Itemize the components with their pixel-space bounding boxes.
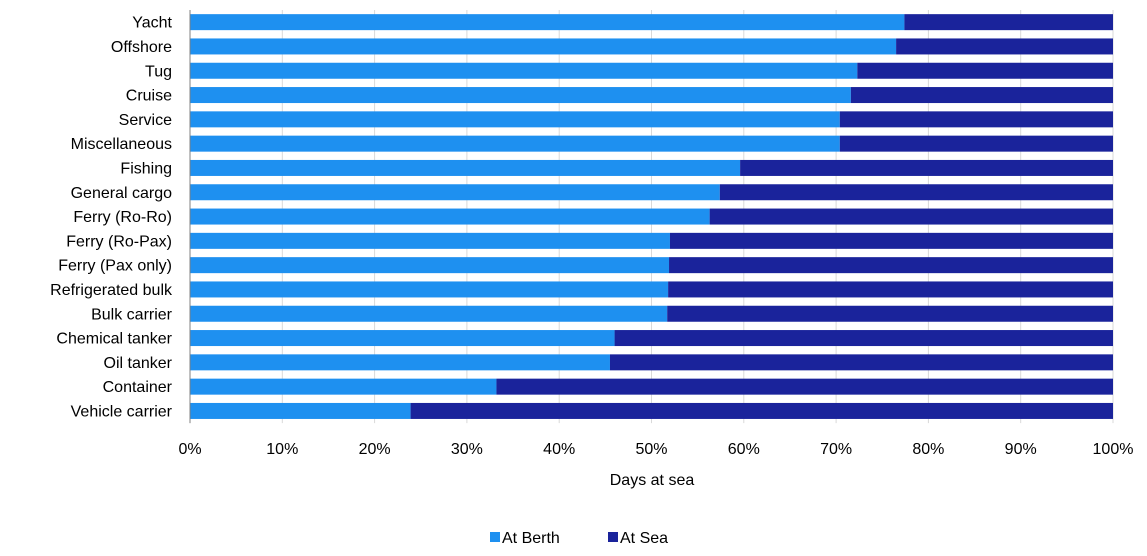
bar-at-berth (190, 208, 710, 225)
bar-at-berth (190, 305, 668, 322)
bar-at-sea (669, 257, 1113, 274)
x-axis-title: Days at sea (610, 472, 695, 489)
x-tick-label: 10% (266, 441, 298, 458)
bar-at-berth (190, 184, 720, 201)
x-tick-label: 20% (359, 441, 391, 458)
bar-at-sea (719, 184, 1113, 201)
bar-at-sea (609, 354, 1113, 371)
bar-at-berth (190, 62, 858, 79)
bar-at-sea (614, 330, 1113, 347)
legend: At Berth At Sea (490, 530, 668, 547)
category-label: Vehicle carrier (71, 403, 173, 420)
bar-at-sea (410, 402, 1113, 419)
bar-at-berth (190, 330, 615, 347)
bar-at-sea (839, 111, 1113, 128)
category-label: Ferry (Pax only) (58, 258, 172, 275)
x-tick-label: 80% (912, 441, 944, 458)
category-label: Ferry (Ro-Ro) (73, 209, 172, 226)
bar-at-sea (896, 38, 1113, 55)
bar-at-berth (190, 378, 497, 395)
bar-at-berth (190, 111, 840, 128)
bar-at-sea (709, 208, 1113, 225)
category-labels: Yacht Offshore Tug Cruise Service Miscellaneo… (50, 15, 173, 421)
category-label: Chemical tanker (56, 331, 172, 348)
x-tick-label: 70% (820, 441, 852, 458)
bar-at-berth (190, 257, 670, 274)
bar-at-sea (857, 62, 1113, 79)
bar-at-berth (190, 38, 897, 55)
legend-swatch (490, 532, 500, 542)
bar-at-sea (740, 159, 1113, 176)
bar-at-berth (190, 14, 905, 31)
legend-label: At Berth (502, 530, 560, 547)
category-label: Offshore (111, 39, 172, 56)
legend-swatch (608, 532, 618, 542)
x-tick-label: 90% (1005, 441, 1037, 458)
bar-at-sea (904, 14, 1113, 31)
bar-at-berth (190, 281, 669, 298)
category-label: Service (119, 112, 172, 129)
bar-at-sea (669, 232, 1113, 249)
x-tick-labels: 0% 10% 20% 30% 40% 50% 60% 70% 80% 90% 100% (178, 441, 1133, 458)
bars (190, 14, 1113, 419)
category-label: Container (103, 379, 173, 396)
bar-at-sea (668, 281, 1113, 298)
category-label: Yacht (132, 15, 172, 32)
category-label: Cruise (126, 88, 172, 105)
bar-at-sea (850, 87, 1113, 104)
category-label: Oil tanker (104, 355, 173, 372)
bar-at-berth (190, 402, 411, 419)
category-label: Refrigerated bulk (50, 282, 173, 299)
bar-at-berth (190, 87, 851, 104)
bar-at-berth (190, 135, 840, 152)
bar-at-berth (190, 354, 610, 371)
category-label: Bulk carrier (91, 306, 173, 323)
category-label: Fishing (120, 160, 172, 177)
bar-at-sea (496, 378, 1113, 395)
x-tick-label: 50% (635, 441, 667, 458)
bar-at-sea (667, 305, 1113, 322)
category-label: Tug (145, 63, 172, 80)
category-label: Ferry (Ro-Pax) (66, 233, 172, 250)
bar-at-berth (190, 232, 670, 249)
x-tick-label: 0% (178, 441, 201, 458)
x-tick-label: 100% (1093, 441, 1134, 458)
category-label: General cargo (71, 185, 172, 202)
x-tick-label: 40% (543, 441, 575, 458)
x-tick-label: 60% (728, 441, 760, 458)
x-tick-label: 30% (451, 441, 483, 458)
bar-at-berth (190, 159, 741, 176)
legend-label: At Sea (620, 530, 668, 547)
category-label: Miscellaneous (71, 136, 172, 153)
bar-at-sea (839, 135, 1113, 152)
